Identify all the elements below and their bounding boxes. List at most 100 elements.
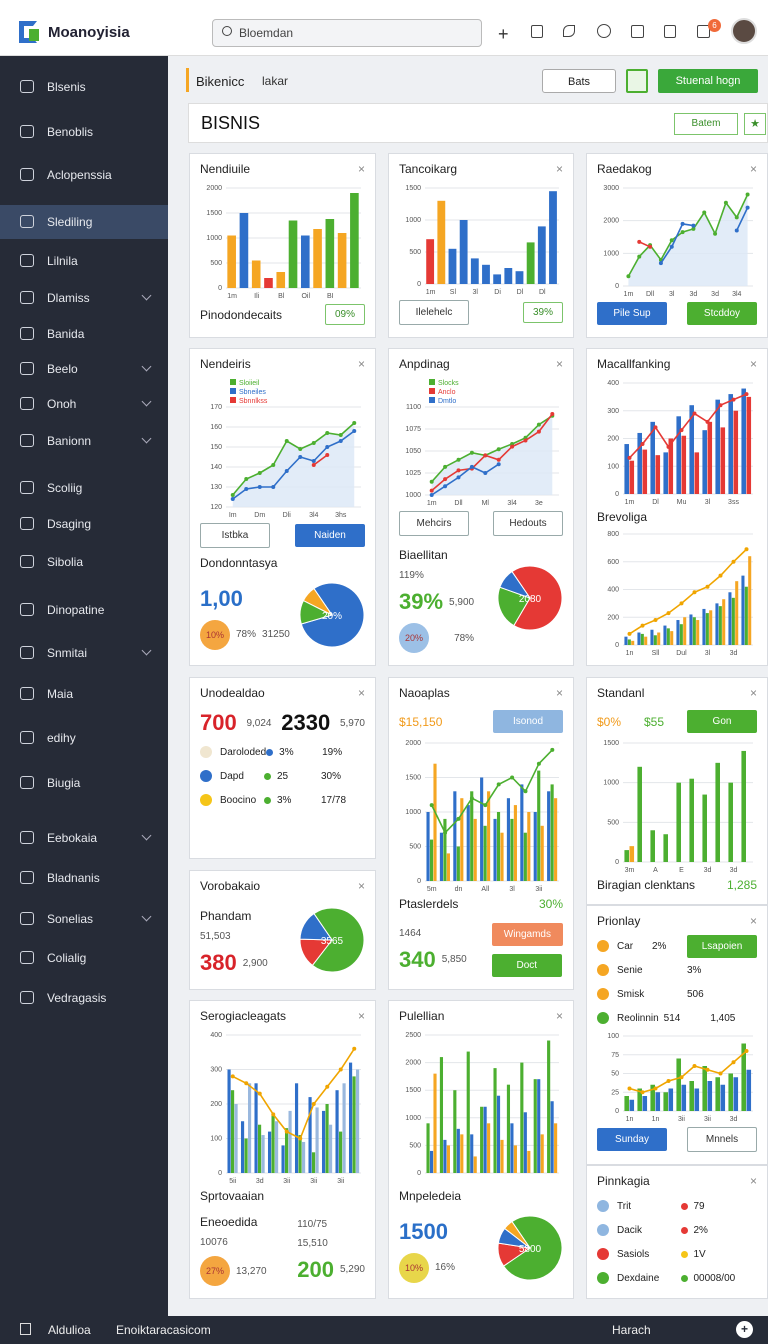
- close-icon[interactable]: ×: [357, 357, 365, 371]
- bar: [650, 1084, 655, 1111]
- point: [691, 223, 696, 228]
- row: 10% 78% 31250: [200, 619, 290, 650]
- close-icon[interactable]: ×: [749, 686, 757, 700]
- text: 5,290: [339, 1264, 365, 1275]
- sidebar-item[interactable]: Lilnila: [0, 244, 168, 278]
- close-icon[interactable]: ×: [749, 357, 757, 371]
- button[interactable]: Ilelehelc: [399, 300, 469, 325]
- bar: [338, 1131, 343, 1173]
- sidebar-item[interactable]: Slediling: [0, 205, 168, 239]
- bar: [510, 1123, 514, 1173]
- close-icon[interactable]: ×: [357, 879, 365, 893]
- button[interactable]: Isonod: [493, 710, 563, 733]
- icon[interactable]: [597, 24, 611, 38]
- icon[interactable]: [563, 25, 575, 37]
- add-button[interactable]: +: [736, 1321, 753, 1338]
- breadcrumb-sub[interactable]: lakar: [262, 74, 289, 88]
- sidebar-item[interactable]: Snmitai: [0, 636, 168, 670]
- close-icon[interactable]: ×: [555, 357, 563, 371]
- sidebar-item[interactable]: Scoliig: [0, 471, 168, 505]
- text: 10076: [200, 1237, 228, 1248]
- sidebar-item[interactable]: Vedragasis: [0, 981, 168, 1015]
- close-icon[interactable]: ×: [357, 1009, 365, 1023]
- button[interactable]: Istbka: [200, 523, 270, 548]
- x-tick-label: Dul: [676, 650, 687, 657]
- chart: 0 500 1000 1500 2000 1m Ili Bl Oil BI: [200, 182, 365, 300]
- sidebar-item[interactable]: Onoh: [0, 387, 168, 421]
- button[interactable]: Mehcirs: [399, 511, 469, 536]
- sidebar-item[interactable]: Blsenis: [0, 70, 168, 104]
- button[interactable]: Wingamds: [491, 923, 563, 946]
- bar: [728, 394, 733, 494]
- bar: [248, 1083, 252, 1173]
- sidebar-item[interactable]: Colialig: [0, 941, 168, 975]
- button[interactable]: Hedouts: [493, 511, 563, 536]
- card-header: Nendiuile ×: [200, 162, 365, 182]
- sidebar-item[interactable]: Banida: [0, 317, 168, 351]
- primary-button[interactable]: Stuenal hogn: [658, 69, 758, 93]
- icon[interactable]: [664, 25, 676, 38]
- sidebar-item[interactable]: Banionn: [0, 424, 168, 458]
- sidebar-item[interactable]: Sibolia: [0, 545, 168, 579]
- close-icon[interactable]: ×: [357, 686, 365, 700]
- card-title: Naoaplas: [399, 686, 450, 700]
- sidebar-item[interactable]: Dinopatine: [0, 593, 168, 627]
- button[interactable]: Sunday: [597, 1128, 667, 1151]
- icon: [20, 731, 34, 744]
- sidebar-item[interactable]: Benoblis: [0, 115, 168, 149]
- star-button[interactable]: ★: [744, 113, 766, 135]
- row: Eneoedida: [200, 1215, 267, 1229]
- button[interactable]: 39%: [522, 302, 563, 323]
- sidebar-item[interactable]: Maia: [0, 677, 168, 711]
- close-icon[interactable]: ×: [749, 162, 757, 176]
- search-box[interactable]: Bloemdan: [212, 19, 482, 47]
- avatar[interactable]: [731, 18, 757, 44]
- sidebar-item[interactable]: Dsaging: [0, 507, 168, 541]
- button[interactable]: Lsapoien: [687, 934, 757, 958]
- close-icon[interactable]: ×: [555, 1009, 563, 1023]
- split: 1,00 10% 78% 31250 20%: [200, 578, 365, 657]
- card-title: Prionlay: [597, 914, 641, 928]
- button[interactable]: Pile Sup: [597, 302, 667, 325]
- close-icon[interactable]: ×: [357, 162, 365, 176]
- card-title: Nendeiris: [200, 357, 251, 371]
- button[interactable]: Stcddoy: [687, 302, 757, 325]
- close-icon[interactable]: ×: [749, 1174, 757, 1188]
- list-cell: 30%: [321, 770, 342, 782]
- button[interactable]: Gon: [687, 710, 757, 733]
- button[interactable]: Doct: [491, 954, 562, 977]
- point: [429, 479, 434, 484]
- bar: [681, 435, 687, 494]
- chevron: [141, 433, 152, 444]
- sidebar-item[interactable]: Aclopenssia: [0, 158, 168, 192]
- checkbox[interactable]: [626, 69, 648, 93]
- sidebar-item[interactable]: Eebokaia: [0, 821, 168, 855]
- x-tick-label: 3l: [473, 289, 479, 296]
- button[interactable]: Mnnels: [687, 1127, 757, 1152]
- x-tick-label: 3hs: [335, 512, 347, 519]
- pie-slice: [502, 1215, 563, 1281]
- add-icon[interactable]: +: [498, 24, 509, 44]
- close-icon[interactable]: ×: [555, 686, 563, 700]
- sidebar-item[interactable]: Beelo: [0, 352, 168, 386]
- text: 119%: [399, 570, 424, 581]
- select[interactable]: Bats: [542, 69, 616, 93]
- sidebar-item[interactable]: Dlamiss: [0, 281, 168, 315]
- sidebar-item[interactable]: edihy: [0, 721, 168, 755]
- icon[interactable]: [631, 25, 644, 38]
- row: Pinodondecaits 09%: [200, 304, 365, 325]
- point: [325, 431, 330, 435]
- point: [731, 1060, 736, 1065]
- sidebar-item[interactable]: Bladnanis: [0, 861, 168, 895]
- sidebar-item[interactable]: Sonelias: [0, 902, 168, 936]
- close-icon[interactable]: ×: [555, 162, 563, 176]
- button[interactable]: 09%: [324, 304, 365, 325]
- bar: [493, 274, 502, 284]
- button[interactable]: Naiden: [295, 524, 365, 547]
- icon[interactable]: [697, 25, 710, 38]
- dot: [200, 770, 212, 782]
- sidebar-item[interactable]: Biugia: [0, 766, 168, 800]
- action-button[interactable]: Batem: [674, 113, 738, 135]
- close-icon[interactable]: ×: [749, 914, 757, 928]
- icon[interactable]: [531, 25, 543, 38]
